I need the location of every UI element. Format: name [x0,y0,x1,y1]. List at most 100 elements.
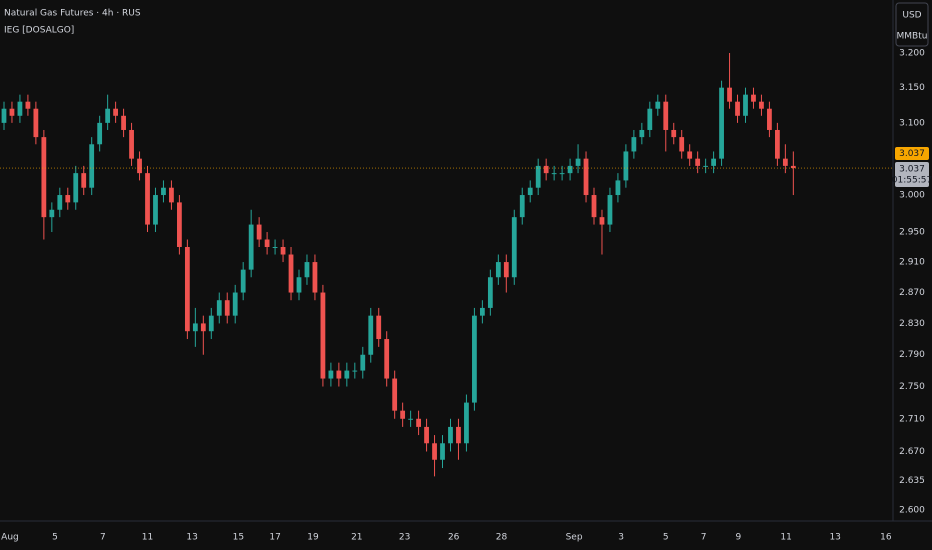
x-tick-label: 13 [186,533,197,543]
unit-box[interactable] [895,2,929,47]
candle-body [25,101,31,109]
candle-body [41,137,47,218]
candle-body [232,292,238,316]
candle-body [583,158,589,196]
candle-body [208,315,214,332]
candle-body [145,173,150,225]
candle-body [240,269,246,293]
x-tick-label: 11 [780,533,791,543]
candle-body [424,426,429,444]
candle-body [527,187,533,196]
x-tick-label: 11 [142,533,153,543]
candle-body [408,418,414,420]
candle-body [177,202,182,247]
candle-body [400,410,406,419]
y-tick-label: 2.710 [899,414,925,424]
candle-body [113,108,119,116]
candle-body [567,165,573,174]
candle-body [767,108,772,130]
x-tick-label: 17 [269,533,280,543]
candle-body [440,443,445,460]
candle-body [607,195,613,225]
indicator-name: IEG [DOSALGO] [4,26,74,36]
candle-body [57,195,63,210]
candle-body [256,224,262,240]
candle-body [153,195,158,225]
candle-body [615,180,621,196]
x-tick-label: 7 [100,533,106,543]
candle-body [503,262,509,278]
x-tick-label: Sep [566,533,583,543]
x-tick-label: 5 [52,533,58,543]
candle-body [631,137,637,152]
candle-body [288,254,294,293]
candle-body [687,151,693,159]
candle-body [695,158,701,166]
candle-body [184,246,190,332]
candle-body [320,292,326,379]
candle-body [535,165,541,188]
last-price-tag [895,147,929,161]
candle-body [89,144,95,188]
candle-body [49,209,55,218]
candle-body [137,158,142,174]
candle-body [575,158,581,166]
x-tick-label: 19 [307,533,319,543]
candle-body [216,300,222,316]
candle-body [591,195,597,218]
candle-body [97,122,103,145]
candle-body [727,87,732,102]
y-tick-label: 2.830 [899,319,925,329]
candle-body [192,323,198,332]
candle-body [679,137,685,152]
candle-body [121,115,126,130]
candle-body [336,370,342,379]
candle-body [599,217,605,225]
candle-body [551,173,557,175]
candle-body [543,165,549,174]
candle-body [432,443,437,460]
x-tick-label: 3 [618,533,624,543]
y-tick-label: 3.000 [899,191,925,201]
candle-body [161,187,166,196]
candle-body [17,101,23,116]
candle-body [352,370,358,372]
candle-body [360,354,366,371]
candle-body [416,418,421,427]
candle-body [169,187,174,203]
x-tick-label: 16 [880,533,892,543]
x-tick-label: 5 [663,533,669,543]
candle-body [384,339,390,379]
y-tick-label: 2.635 [899,476,925,486]
candle-body [647,108,653,130]
countdown: 01:55:57 [892,176,932,186]
candle-body [272,246,278,248]
candle-body [655,101,661,109]
price-countdown-tag [895,162,929,188]
x-tick-label: 23 [399,533,410,543]
unit[interactable]: MMBtu [897,32,928,42]
y-tick-label: 3.150 [899,83,925,93]
x-tick-label: 21 [351,533,362,543]
candle-body [703,165,709,167]
candle-body [9,108,15,116]
candle-body [519,195,525,218]
candle-body [328,370,334,379]
candle-body [464,402,469,444]
y-tick-label: 2.750 [899,382,925,392]
y-tick-label: 3.100 [899,118,925,128]
y-tick-label: 2.950 [899,228,925,238]
candle-body [735,101,740,116]
candle-body [743,94,748,116]
candle-body [671,129,677,138]
candle-body [448,426,453,444]
x-tick-label: 9 [735,533,741,543]
candle-body [280,246,286,255]
currency[interactable]: USD [902,11,921,21]
candle-body [81,173,87,188]
x-tick-label: 13 [829,533,840,543]
candle-body [511,217,517,278]
